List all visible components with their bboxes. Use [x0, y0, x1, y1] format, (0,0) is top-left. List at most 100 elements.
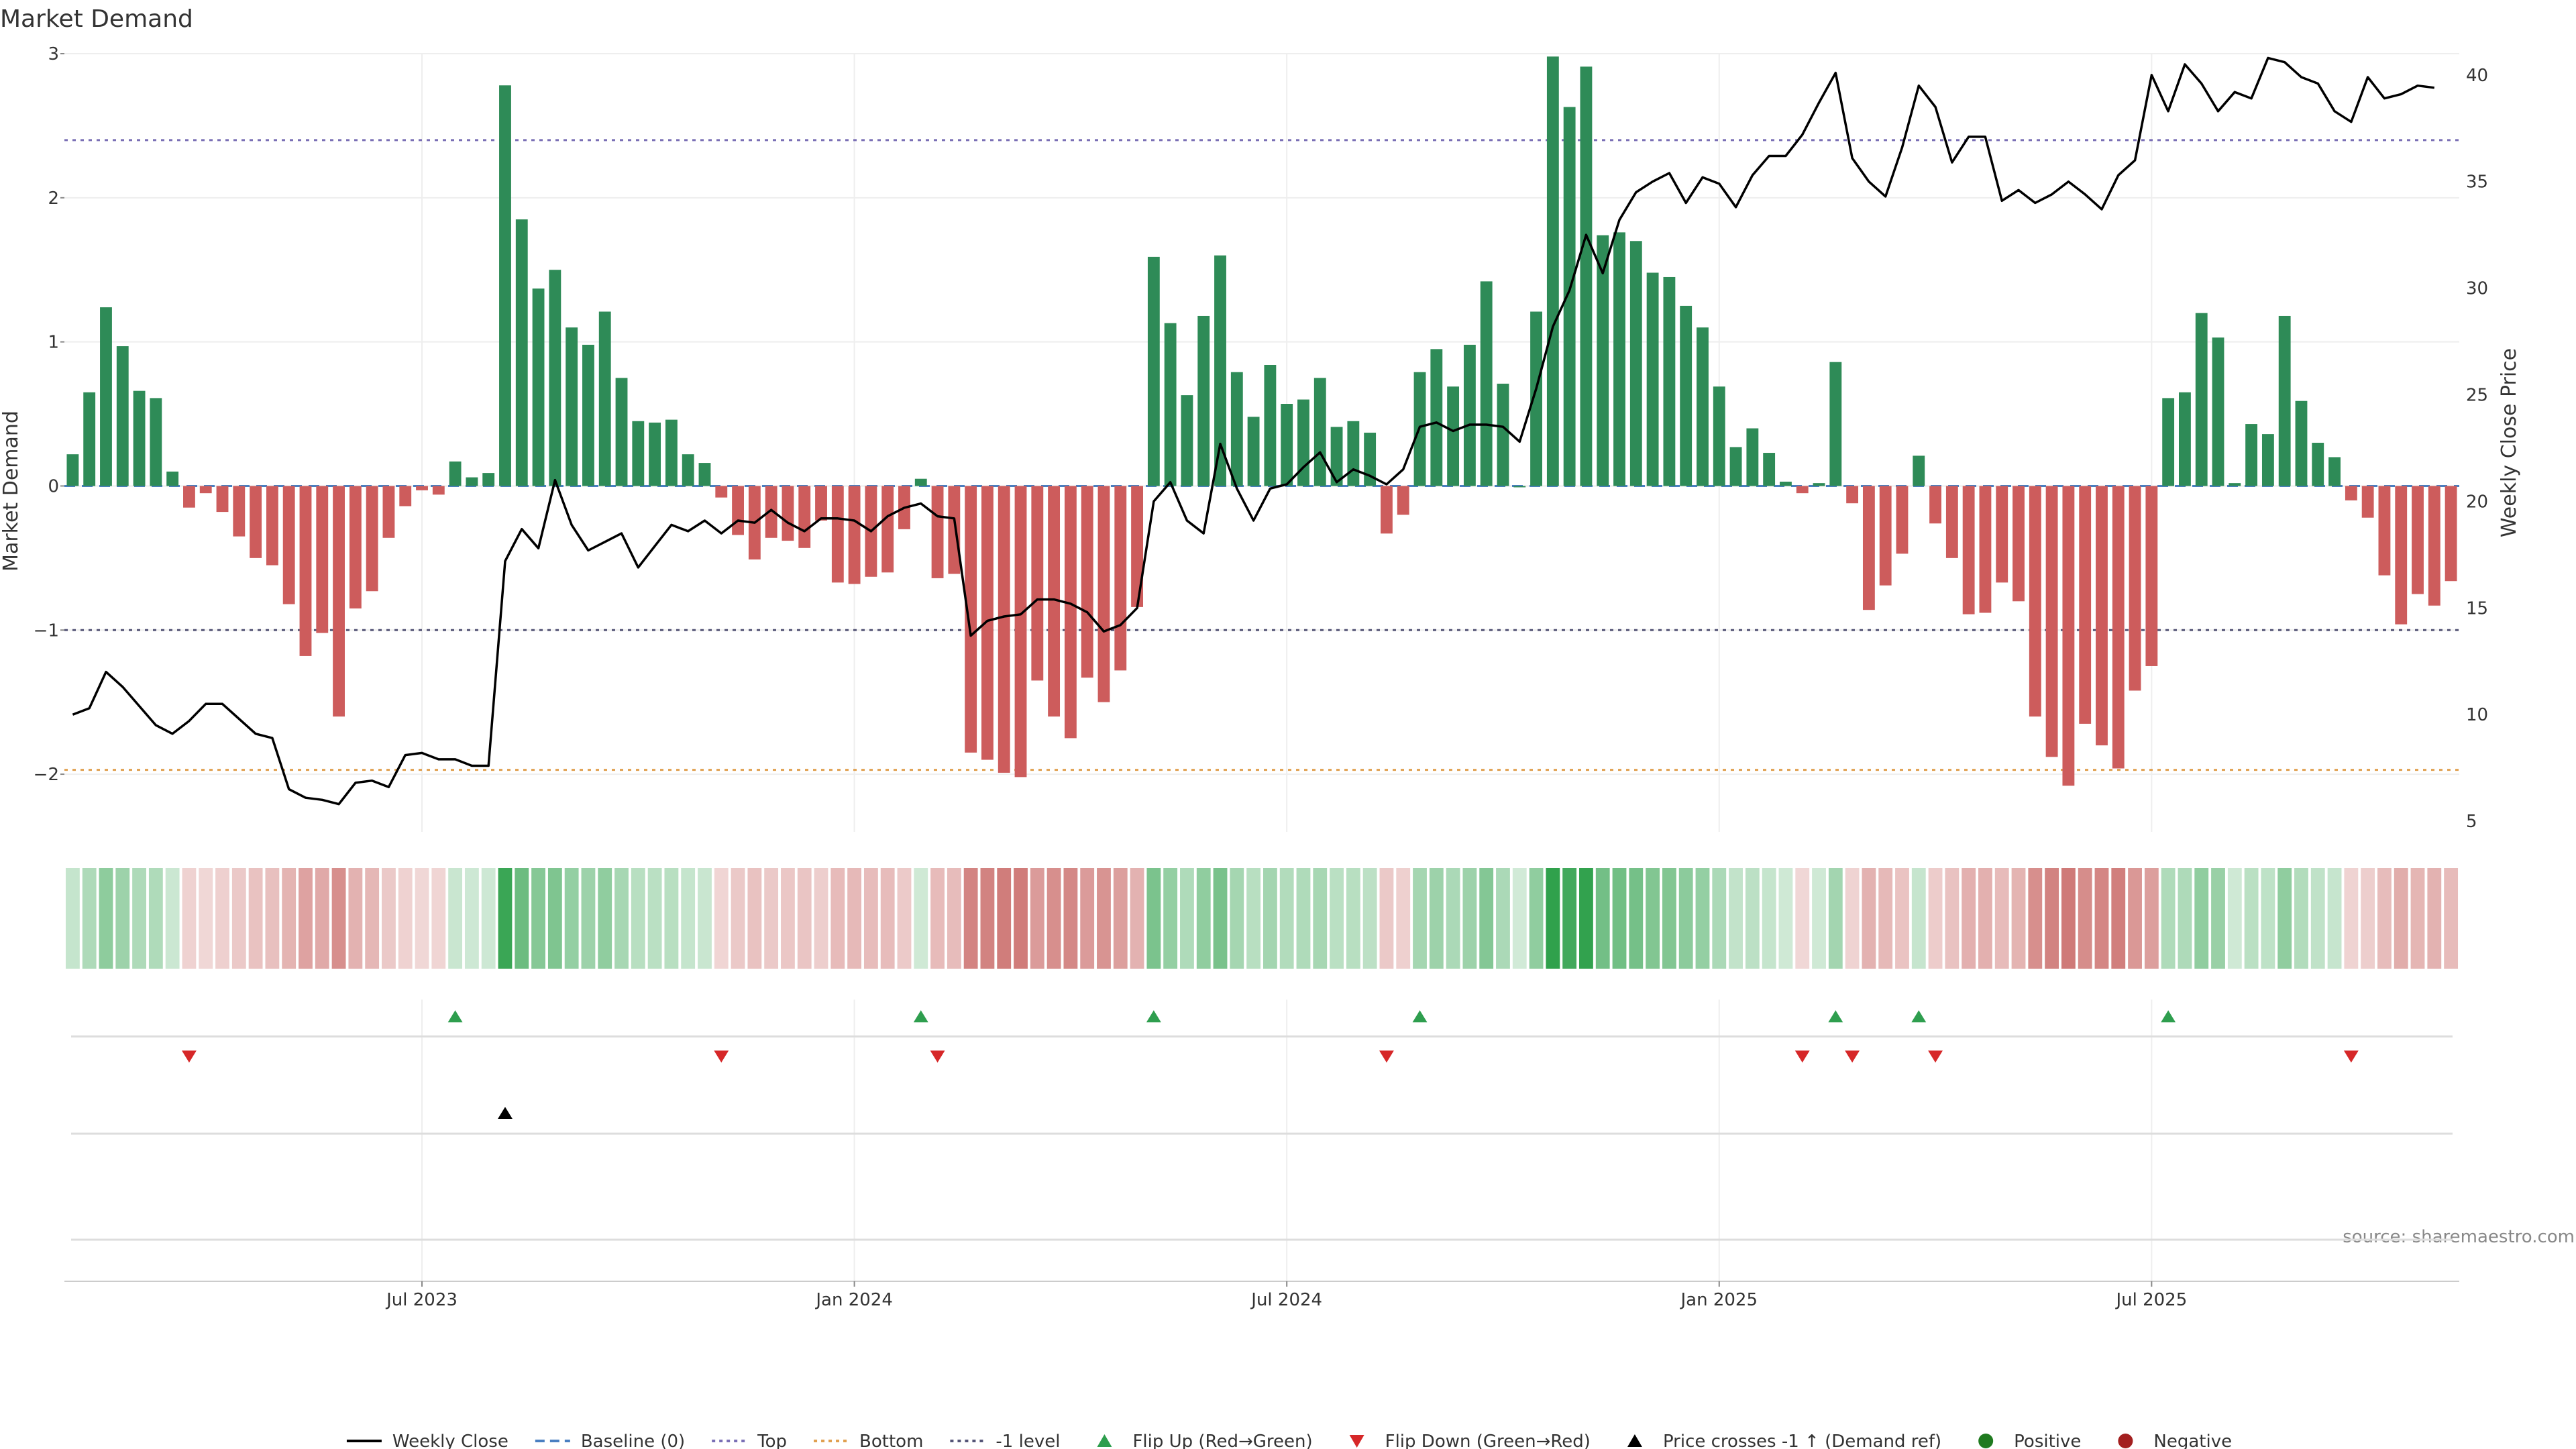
heat-cell — [2128, 868, 2142, 969]
heat-cell — [2161, 868, 2176, 969]
demand-bar — [1962, 486, 1975, 614]
heat-cell — [2144, 868, 2159, 969]
heat-cell — [331, 868, 346, 969]
heat-cell — [1496, 868, 1510, 969]
x-tick-label: Jan 2024 — [814, 1290, 893, 1310]
heat-cell — [1429, 868, 1444, 969]
flip-up-marker — [1828, 1010, 1843, 1022]
demand-bar — [299, 486, 312, 656]
demand-bar — [1497, 383, 1509, 486]
demand-bar — [1996, 486, 2008, 583]
heat-cell — [1795, 868, 1810, 969]
legend-item: Positive — [1978, 1432, 2081, 1449]
demand-bar — [183, 486, 195, 508]
heat-cell — [498, 868, 513, 969]
demand-bar — [1031, 486, 1044, 681]
flip-down-marker — [1928, 1051, 1943, 1063]
demand-bar — [366, 486, 378, 592]
legend: Weekly Close Baseline (0) Top Bottom -1 leve… — [346, 1432, 2232, 1449]
demand-bar — [382, 486, 395, 538]
demand-bar — [466, 477, 478, 486]
heat-cell — [1529, 868, 1544, 969]
heat-cell — [1080, 868, 1095, 969]
legend-label: Baseline (0) — [581, 1432, 685, 1449]
demand-bar — [2278, 315, 2291, 486]
heat-cell — [1911, 868, 1926, 969]
heat-cell — [2327, 868, 2342, 969]
heat-cell — [132, 868, 146, 969]
flip-up-marker — [447, 1010, 463, 1022]
heat-cell — [2045, 868, 2059, 969]
demand-bar — [566, 327, 578, 486]
heat-cell — [847, 868, 862, 969]
demand-bar — [1663, 276, 1676, 486]
demand-bar — [432, 486, 445, 495]
heat-cell — [231, 868, 246, 969]
demand-bar — [1846, 486, 1859, 504]
demand-bars — [66, 56, 2457, 786]
heat-cell — [1379, 868, 1394, 969]
demand-bar — [1281, 404, 1293, 486]
demand-bar — [1330, 427, 1343, 486]
demand-bar — [914, 478, 927, 486]
demand-bar — [1381, 486, 1393, 534]
x-tick-label: Jul 2023 — [385, 1290, 458, 1310]
heat-cell — [1396, 868, 1411, 969]
heat-cell — [165, 868, 180, 969]
heat-cell — [1978, 868, 1992, 969]
heat-cell — [1762, 868, 1776, 969]
demand-bar — [2212, 337, 2224, 486]
heat-cell — [2194, 868, 2209, 969]
demand-bar — [981, 486, 994, 760]
demand-bar — [549, 270, 561, 486]
y2-tick-label: 15 — [2466, 598, 2488, 619]
heat-cell — [1812, 868, 1826, 969]
demand-bar — [831, 486, 844, 583]
demand-bar — [282, 486, 295, 604]
heat-cell — [431, 868, 446, 969]
legend-label: Flip Down (Green→Red) — [1385, 1432, 1591, 1449]
heat-cell — [1595, 868, 1610, 969]
demand-bar — [1197, 315, 1210, 486]
heat-cell — [863, 868, 878, 969]
demand-bar — [2261, 434, 2274, 486]
heat-cell — [481, 868, 496, 969]
legend-item: Baseline (0) — [535, 1432, 685, 1449]
heat-cell — [1629, 868, 1644, 969]
demand-bar — [250, 486, 262, 558]
demand-bar — [66, 454, 79, 486]
demand-bar — [1879, 486, 1892, 586]
demand-bar — [782, 486, 794, 541]
y-tick-label: −2 — [34, 765, 59, 785]
heat-cell — [1279, 868, 1294, 969]
heat-cell — [2211, 868, 2225, 969]
legend-label: Flip Up (Red→Green) — [1132, 1432, 1312, 1449]
y-tick-label: 2 — [48, 189, 59, 209]
heat-cell — [1330, 868, 1344, 969]
demand-bar — [1746, 428, 1759, 486]
demand-bar — [1813, 483, 1825, 486]
demand-bar — [83, 392, 96, 486]
demand-bar — [1164, 323, 1177, 486]
demand-bar — [2361, 486, 2374, 518]
demand-bar — [1313, 378, 1326, 486]
legend-symbol — [1627, 1434, 1642, 1447]
heat-cell — [99, 868, 113, 969]
heat-cell — [764, 868, 779, 969]
demand-bar — [682, 454, 694, 486]
heat-cell — [1662, 868, 1676, 969]
price-cross-marker — [497, 1107, 513, 1119]
flip-up-marker — [1911, 1010, 1927, 1022]
legend-label: Negative — [2153, 1432, 2232, 1449]
heat-cell — [199, 868, 213, 969]
heat-cell — [797, 868, 812, 969]
demand-bar — [216, 486, 229, 513]
heat-cell — [65, 868, 80, 969]
demand-bar — [615, 378, 628, 486]
demand-bar — [2412, 486, 2424, 594]
legend-label: Bottom — [859, 1432, 923, 1449]
demand-bar — [499, 85, 511, 486]
demand-bar — [116, 346, 129, 486]
demand-bar — [1896, 486, 1909, 554]
heat-cell — [115, 868, 130, 969]
